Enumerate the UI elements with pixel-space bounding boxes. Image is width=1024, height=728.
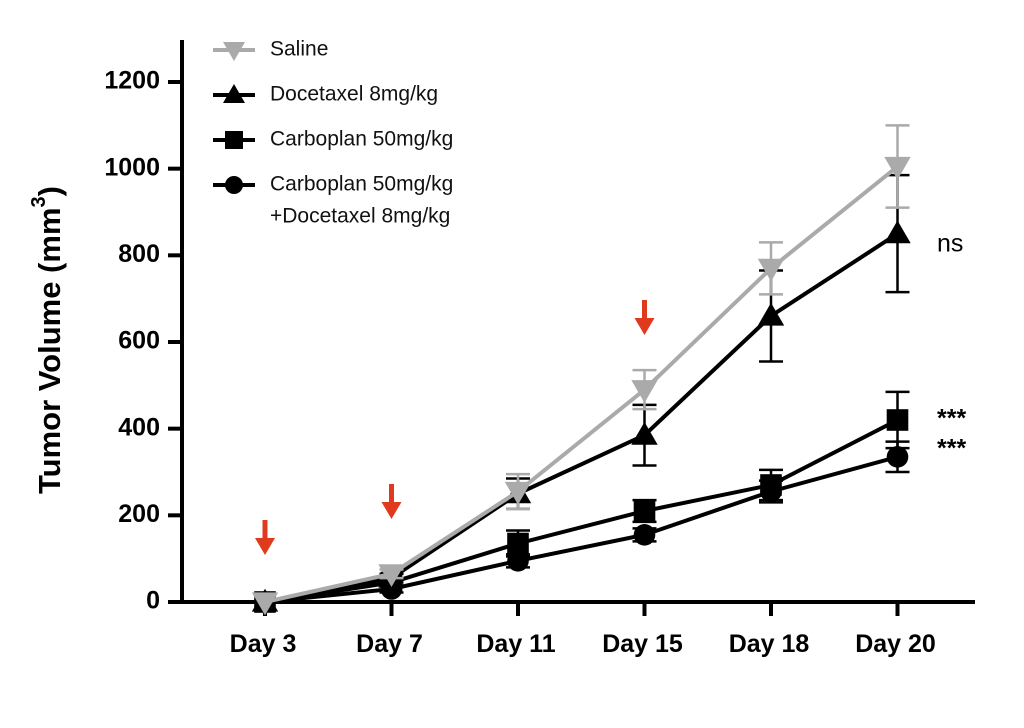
- data-point: [631, 380, 658, 403]
- legend-marker: [225, 176, 243, 194]
- x-tick-label: Day 7: [356, 630, 423, 658]
- legend-label: Carboplan 50mg/kg: [270, 173, 453, 196]
- significance-label: ***: [937, 435, 966, 463]
- axes: 0 200 400 600 800 1000 1200 Day 3 Day 7 Day 11 Day…: [104, 40, 975, 658]
- dose-arrows: [255, 300, 655, 555]
- legend-marker: [223, 42, 245, 61]
- y-axis-title: Tumor Volume (mm3): [28, 186, 67, 494]
- x-tick-label: Day 11: [476, 630, 555, 658]
- y-tick-label: 600: [118, 327, 160, 355]
- data-point: [884, 156, 911, 180]
- series-line: [264, 231, 899, 604]
- legend-entry-3: Carboplan 50mg/kg +Docetaxel 8mg/kg: [213, 173, 453, 228]
- data-point: [757, 302, 785, 326]
- legend-label: Carboplan 50mg/kg: [270, 128, 453, 151]
- x-tick-label: Day 3: [230, 630, 297, 658]
- data-point: [251, 592, 279, 616]
- y-tick-label: 0: [146, 587, 160, 615]
- significance-annotations: ns ******: [937, 230, 966, 463]
- legend-entry-0: Saline: [213, 38, 328, 61]
- series-0: [251, 124, 911, 616]
- x-tick-label: Day 18: [729, 630, 810, 658]
- y-tick-label: 800: [118, 240, 160, 268]
- dose-arrow: [255, 520, 275, 555]
- legend-entry-1: Docetaxel 8mg/kg: [213, 83, 438, 106]
- legend-label: Docetaxel 8mg/kg: [270, 83, 438, 106]
- data-point: [886, 446, 909, 468]
- significance-label: ***: [937, 405, 966, 433]
- data-point: [378, 564, 405, 588]
- data-point: [886, 409, 909, 431]
- data-point: [507, 532, 529, 555]
- legend-marker: [223, 84, 245, 103]
- x-tick-label: Day 15: [602, 630, 683, 658]
- data-point: [631, 421, 658, 445]
- dose-arrow-head: [255, 538, 275, 555]
- legend-label-line2: +Docetaxel 8mg/kg: [270, 205, 450, 228]
- data-point: [633, 500, 656, 522]
- series-line: [264, 418, 899, 604]
- y-tick-label: 200: [118, 500, 160, 528]
- dose-arrow: [381, 484, 402, 519]
- legend-label: Saline: [270, 38, 328, 61]
- data-point: [504, 481, 532, 505]
- series-group: [251, 124, 911, 616]
- y-tick-label: 400: [118, 413, 160, 441]
- dose-arrow: [634, 300, 655, 335]
- data-point: [884, 220, 911, 244]
- data-point: [760, 474, 782, 496]
- series-line: [264, 164, 899, 604]
- legend-entry-2: Carboplan 50mg/kg: [213, 128, 453, 151]
- significance-label: ns: [937, 230, 963, 258]
- series-2: [254, 390, 910, 613]
- dose-arrow-head: [634, 318, 655, 335]
- y-tick-label: 1200: [104, 67, 160, 95]
- x-tick-label: Day 20: [855, 630, 936, 658]
- data-point: [757, 258, 785, 282]
- y-axis-title-close: ): [32, 186, 67, 196]
- data-point: [633, 524, 656, 546]
- y-tick-label: 1000: [104, 153, 160, 181]
- series-line: [264, 454, 899, 604]
- y-axis-title-main: Tumor Volume (mm: [32, 207, 67, 493]
- legend-marker: [225, 131, 243, 149]
- y-axis-title-superscript: 3: [28, 196, 50, 207]
- dose-arrow-head: [381, 502, 402, 519]
